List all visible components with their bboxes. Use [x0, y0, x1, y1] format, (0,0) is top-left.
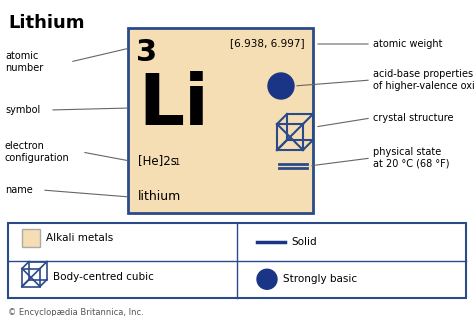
Text: name: name [5, 185, 33, 195]
Text: 3: 3 [136, 38, 157, 67]
Text: [6.938, 6.997]: [6.938, 6.997] [230, 38, 305, 48]
Bar [22, 269, 40, 287]
Text: Solid: Solid [291, 237, 317, 247]
Text: symbol: symbol [5, 105, 40, 115]
Text: Body-centred cubic: Body-centred cubic [53, 272, 154, 283]
Text: Alkali metals: Alkali metals [46, 233, 113, 243]
Text: lithium: lithium [138, 190, 181, 203]
Text: Li: Li [138, 71, 209, 140]
Text: [He]2s: [He]2s [138, 154, 177, 167]
Bar [22, 229, 40, 247]
Text: Lithium: Lithium [8, 14, 84, 32]
Circle shape [268, 73, 294, 99]
Text: 1: 1 [174, 158, 179, 167]
Text: © Encyclopædia Britannica, Inc.: © Encyclopædia Britannica, Inc. [8, 308, 144, 316]
Text: atomic
number: atomic number [5, 51, 43, 73]
Text: Strongly basic: Strongly basic [283, 274, 357, 284]
Bar [128, 28, 313, 213]
Text: electron
configuration: electron configuration [5, 141, 70, 163]
Bar [29, 262, 47, 279]
Text: acid-base properties
of higher-valence oxides: acid-base properties of higher-valence o… [373, 69, 474, 91]
Bar [277, 124, 303, 150]
Text: atomic weight: atomic weight [373, 39, 443, 49]
Bar [287, 114, 313, 140]
Bar [8, 223, 466, 298]
Text: physical state
at 20 °C (68 °F): physical state at 20 °C (68 °F) [373, 147, 449, 169]
Circle shape [257, 269, 277, 289]
Text: crystal structure: crystal structure [373, 113, 454, 123]
